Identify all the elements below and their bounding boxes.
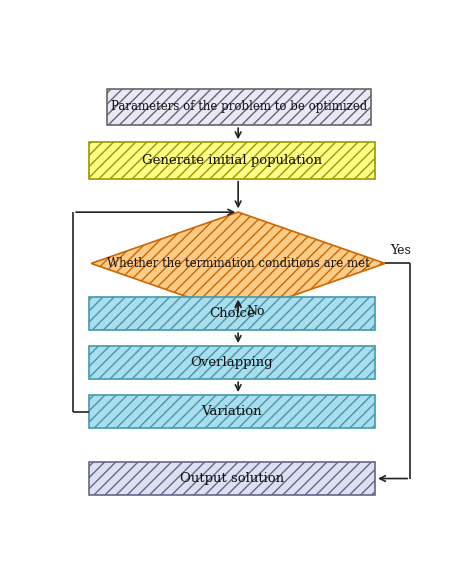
Text: Variation: Variation xyxy=(201,405,262,418)
Text: Yes: Yes xyxy=(390,244,411,256)
Bar xyxy=(89,142,375,179)
Bar xyxy=(107,89,372,125)
Bar xyxy=(89,297,375,330)
Polygon shape xyxy=(91,212,385,315)
Text: No: No xyxy=(246,305,265,318)
Bar xyxy=(89,395,375,428)
Text: Generate initial population: Generate initial population xyxy=(142,154,322,167)
Bar xyxy=(89,462,375,495)
Text: Choice: Choice xyxy=(209,307,255,320)
Bar xyxy=(89,346,375,379)
Text: Whether the termination conditions are met: Whether the termination conditions are m… xyxy=(107,257,370,270)
Text: Overlapping: Overlapping xyxy=(191,356,273,369)
Text: Parameters of the problem to be optimized: Parameters of the problem to be optimize… xyxy=(111,100,367,113)
Text: Output solution: Output solution xyxy=(180,472,284,485)
